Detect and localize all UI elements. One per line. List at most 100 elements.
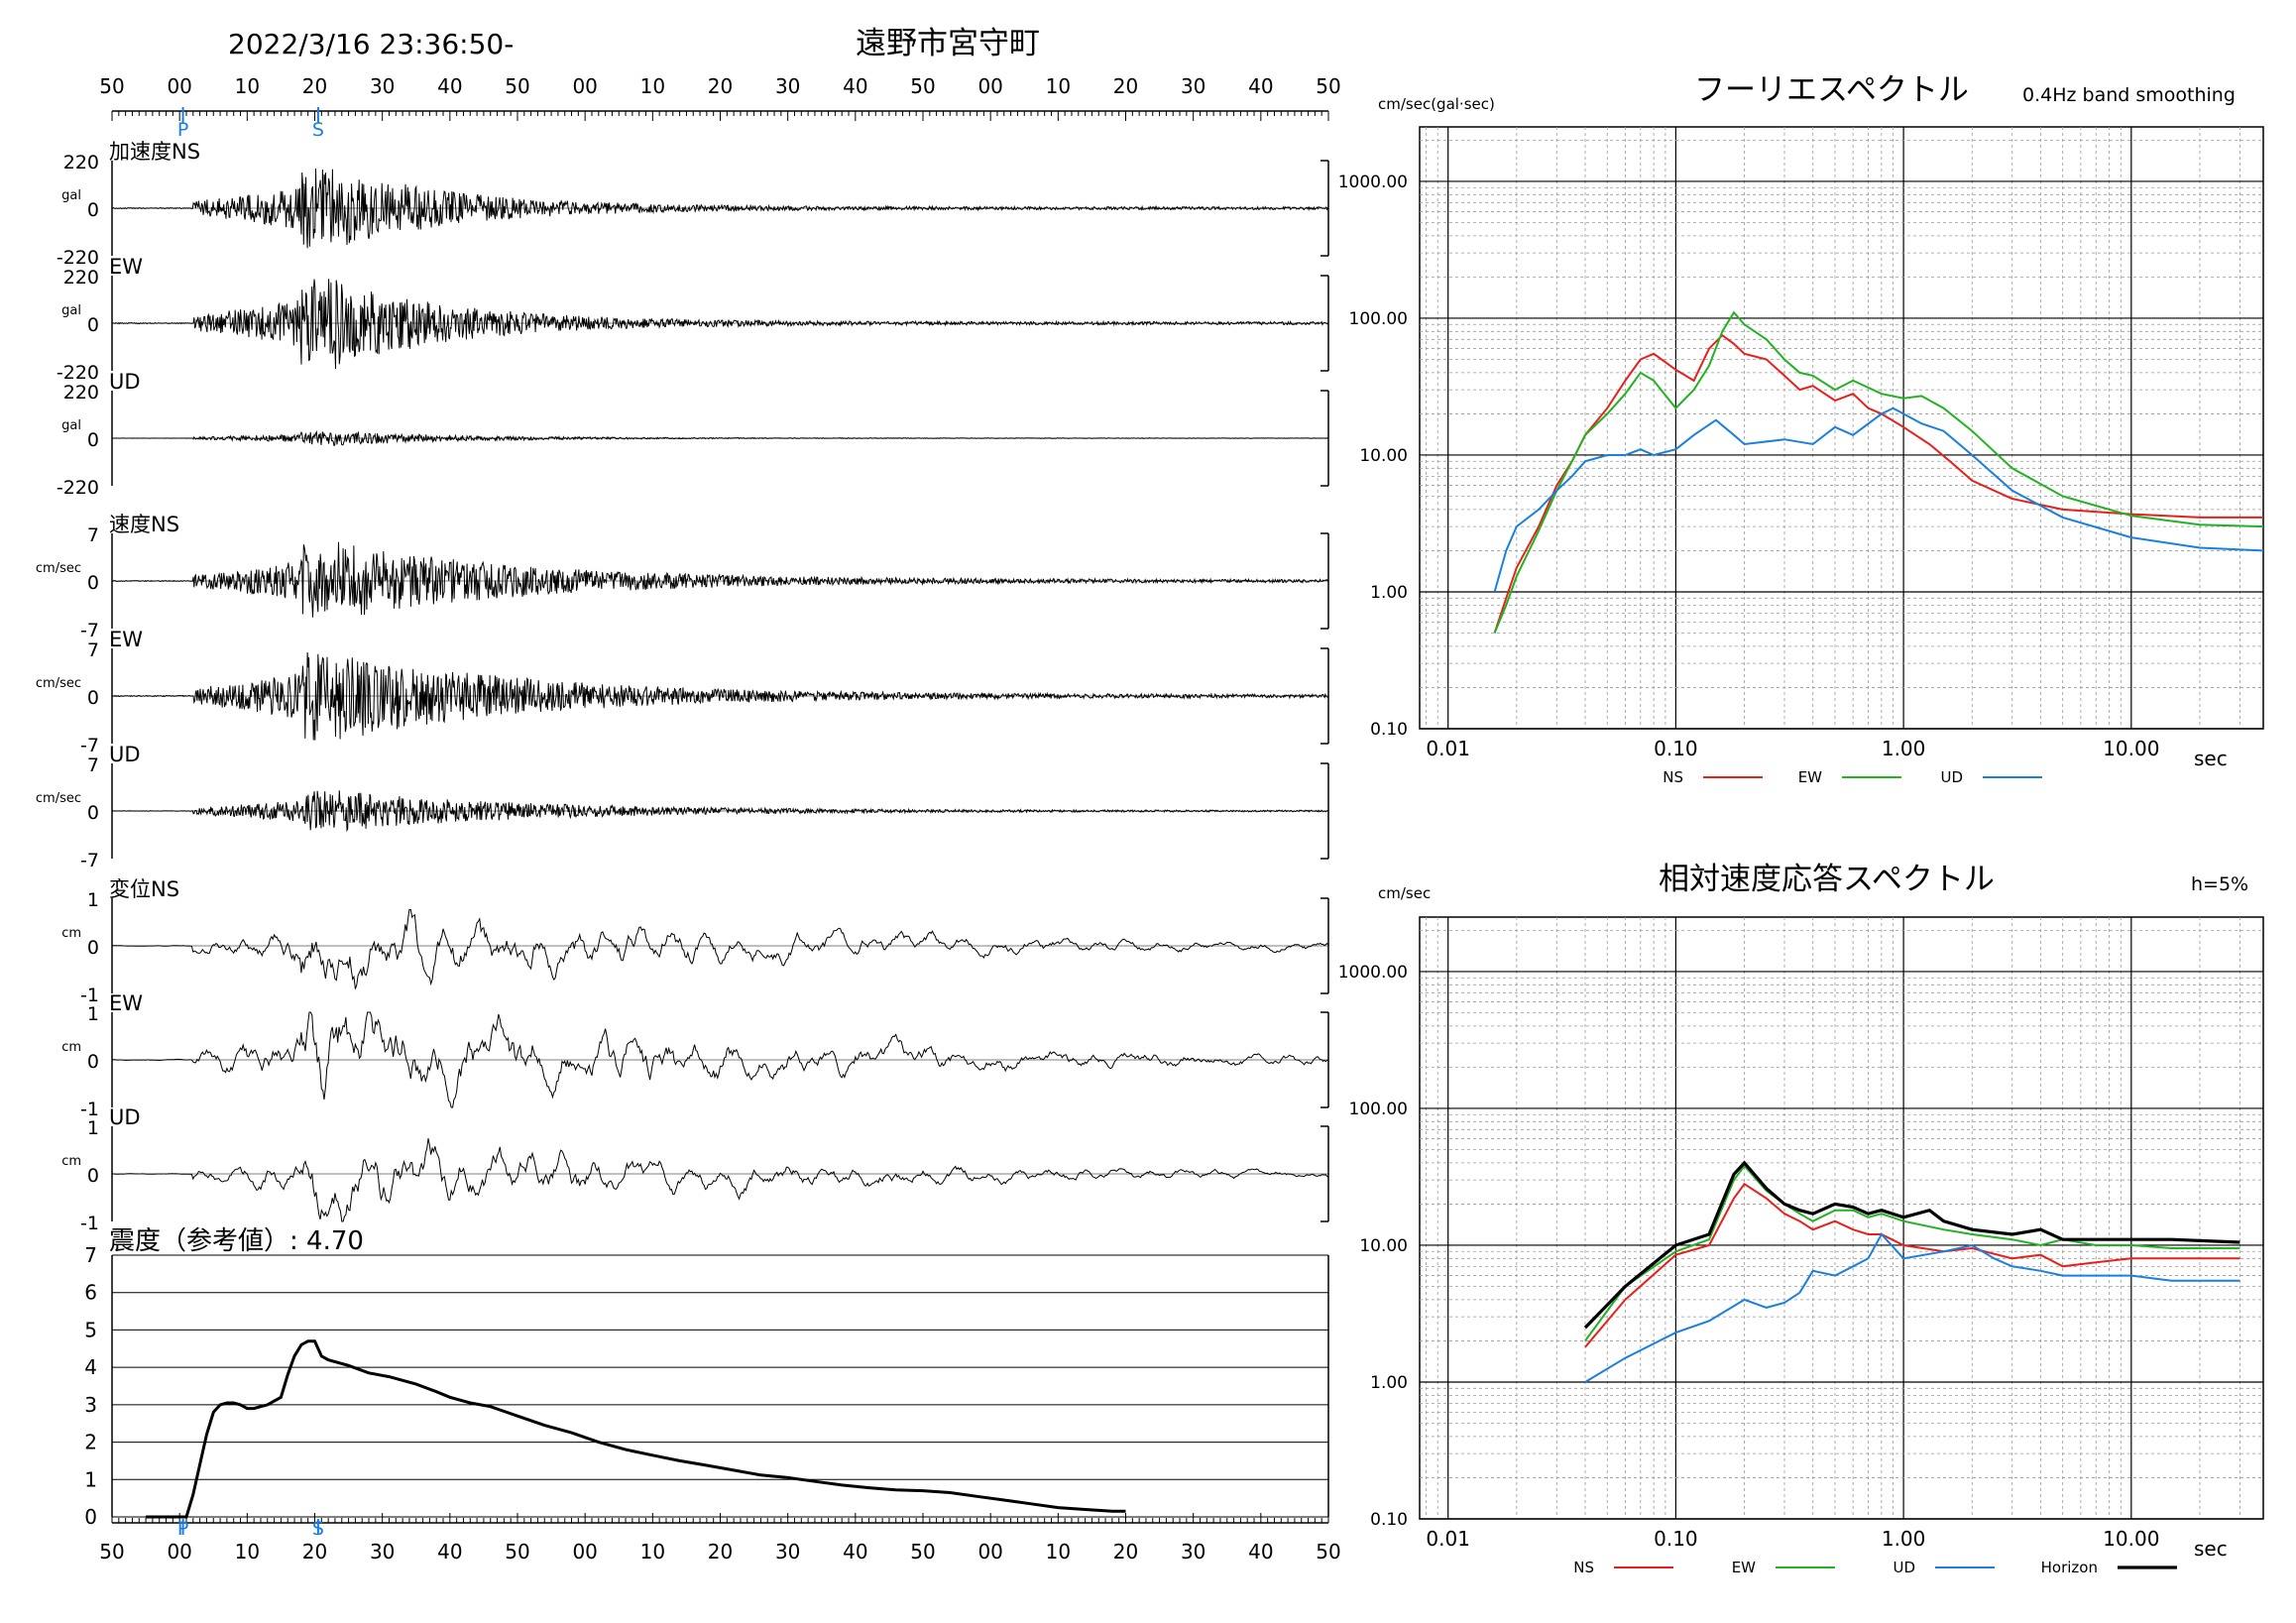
waveform-ymax: 1	[87, 1003, 99, 1025]
waveform-panel: 加速度NS 220 0 -220 gal	[57, 140, 1329, 269]
top-tick-label: 30	[1181, 74, 1205, 98]
top-tick-label: 00	[572, 74, 597, 98]
waveform-unit: cm	[61, 1154, 81, 1169]
waveform-trace	[111, 168, 1329, 249]
top-tick-label: 00	[977, 74, 1002, 98]
waveform-unit: gal	[61, 418, 81, 433]
waveform-label: 加速度NS	[109, 140, 200, 164]
bottom-tick-label: 00	[167, 1540, 191, 1564]
waveform-ymin: -220	[57, 247, 99, 269]
x-tick-label: 0.10	[1654, 1527, 1698, 1551]
legend-label: Horizon	[2041, 1559, 2098, 1576]
waveform-ymin: -1	[80, 1213, 99, 1234]
waveform-yzero: 0	[87, 687, 99, 709]
fourier-title: フーリエスペクトル	[1694, 72, 1969, 108]
legend-label: NS	[1573, 1559, 1594, 1576]
bottom-tick-label: 50	[505, 1540, 529, 1564]
waveform-trace	[112, 429, 1329, 446]
waveform-yzero: 0	[87, 1165, 99, 1187]
waveform-panel: UD 1 0 -1 cm	[61, 1105, 1329, 1234]
waveform-ymin: -7	[80, 735, 99, 756]
legend-label: UD	[1893, 1559, 1915, 1576]
x-tick-label: 0.01	[1426, 1527, 1470, 1551]
waveform-unit: cm/sec	[36, 791, 81, 806]
waveform-ymin: -220	[57, 362, 99, 384]
waveform-label: UD	[109, 743, 141, 766]
waveform-trace	[111, 908, 1329, 989]
waveform-panel: EW 220 0 -220 gal	[57, 255, 1329, 384]
series-line-ew	[1493, 310, 2264, 634]
legend-label: UD	[1940, 768, 1963, 786]
response-title: 相対速度応答スペクトル	[1659, 862, 1995, 897]
intensity-tick-label: 4	[84, 1355, 97, 1379]
series-line-ns	[1493, 333, 2263, 634]
top-tick-label: 10	[1046, 74, 1071, 98]
waveform-unit: gal	[61, 303, 81, 318]
waveform-ymax: 7	[87, 754, 99, 776]
fourier-ylabel: cm/sec(gal·sec)	[1378, 95, 1495, 113]
bottom-tick-label: 30	[1181, 1540, 1205, 1564]
top-tick-label: 50	[1316, 74, 1340, 98]
report-datetime: 2022/3/16 23:36:50-	[228, 28, 514, 60]
waveform-label: UD	[109, 370, 141, 394]
y-tick-label: 10.00	[1359, 446, 1408, 466]
waveform-ymax: 220	[63, 152, 99, 174]
waveform-panel: 速度NS 7 0 -7 cm/sec	[36, 513, 1329, 641]
waveform-unit: cm	[61, 1040, 81, 1055]
intensity-tick-label: 2	[84, 1431, 97, 1454]
response-chart: 0.10 1.00 10.00 100.00 1000.00 0.01 0.10 1.00 10…	[1338, 916, 2264, 1576]
waveform-ymax: 1	[87, 1117, 99, 1139]
bottom-tick-label: 40	[1248, 1540, 1273, 1564]
waveform-panel: 変位NS 1 0 -1 cm	[61, 877, 1329, 1006]
waveform-yzero: 0	[87, 937, 99, 959]
bottom-tick-label: 50	[910, 1540, 935, 1564]
intensity-title: 震度（参考値）: 4.70	[109, 1226, 364, 1256]
plot-frame	[1419, 126, 2264, 730]
top-tick-label: 40	[437, 74, 462, 98]
waveform-ymax: 7	[87, 524, 99, 546]
bottom-tick-label: 40	[437, 1540, 462, 1564]
waveform-trace	[112, 541, 1329, 618]
waveform-label: EW	[109, 255, 143, 279]
y-tick-label: 0.10	[1370, 720, 1408, 740]
intensity-tick-label: 3	[84, 1393, 97, 1417]
y-tick-label: 100.00	[1349, 309, 1408, 329]
waveform-ymax: 7	[87, 639, 99, 661]
waveform-unit: cm	[61, 926, 81, 941]
bottom-tick-label: 50	[1316, 1540, 1340, 1564]
legend-label: EW	[1732, 1559, 1756, 1576]
waveform-trace	[111, 1138, 1329, 1222]
top-tick-label: 50	[910, 74, 935, 98]
waveform-panel: UD 7 0 -7 cm/sec	[36, 743, 1329, 871]
waveform-ymin: -1	[80, 985, 99, 1006]
top-tick-label: 30	[370, 74, 395, 98]
top-s-label: S	[312, 119, 324, 141]
x-tick-label: 0.01	[1426, 737, 1470, 760]
y-tick-label: 10.00	[1359, 1236, 1408, 1256]
waveform-panel: UD 220 0 -220 gal	[57, 370, 1329, 499]
y-tick-label: 1000.00	[1338, 963, 1408, 983]
waveform-label: 変位NS	[109, 877, 179, 901]
bottom-time-axis: 50 00 10 20 30 40 50 00 10 20 30 40 50 00 10 20 30 40 50 P S	[99, 1513, 1341, 1564]
x-axis-label: sec	[2194, 1537, 2228, 1561]
series-line-horizon	[1583, 1160, 2240, 1330]
bottom-tick-label: 10	[235, 1540, 260, 1564]
bottom-tick-label: 00	[977, 1540, 1002, 1564]
bottom-p-label: P	[177, 1518, 188, 1540]
top-tick-label: 40	[1248, 74, 1273, 98]
waveform-panels: 加速度NS 220 0 -220 gal EW 220 0 -220 gal UD 220 0 -220 g…	[36, 140, 1329, 1234]
waveform-ymax: 1	[87, 889, 99, 911]
waveform-unit: cm/sec	[36, 561, 81, 576]
waveform-yzero: 0	[87, 1051, 99, 1073]
intensity-tick-label: 1	[84, 1467, 97, 1491]
bottom-tick-label: 50	[99, 1540, 124, 1564]
bottom-tick-label: 20	[302, 1540, 327, 1564]
top-tick-label: 30	[775, 74, 800, 98]
top-tick-label: 10	[235, 74, 260, 98]
bottom-tick-label: 10	[640, 1540, 665, 1564]
bottom-tick-label: 30	[775, 1540, 800, 1564]
x-tick-label: 0.10	[1654, 737, 1698, 760]
x-tick-label: 1.00	[1882, 1527, 1926, 1551]
bottom-tick-label: 10	[1046, 1540, 1071, 1564]
